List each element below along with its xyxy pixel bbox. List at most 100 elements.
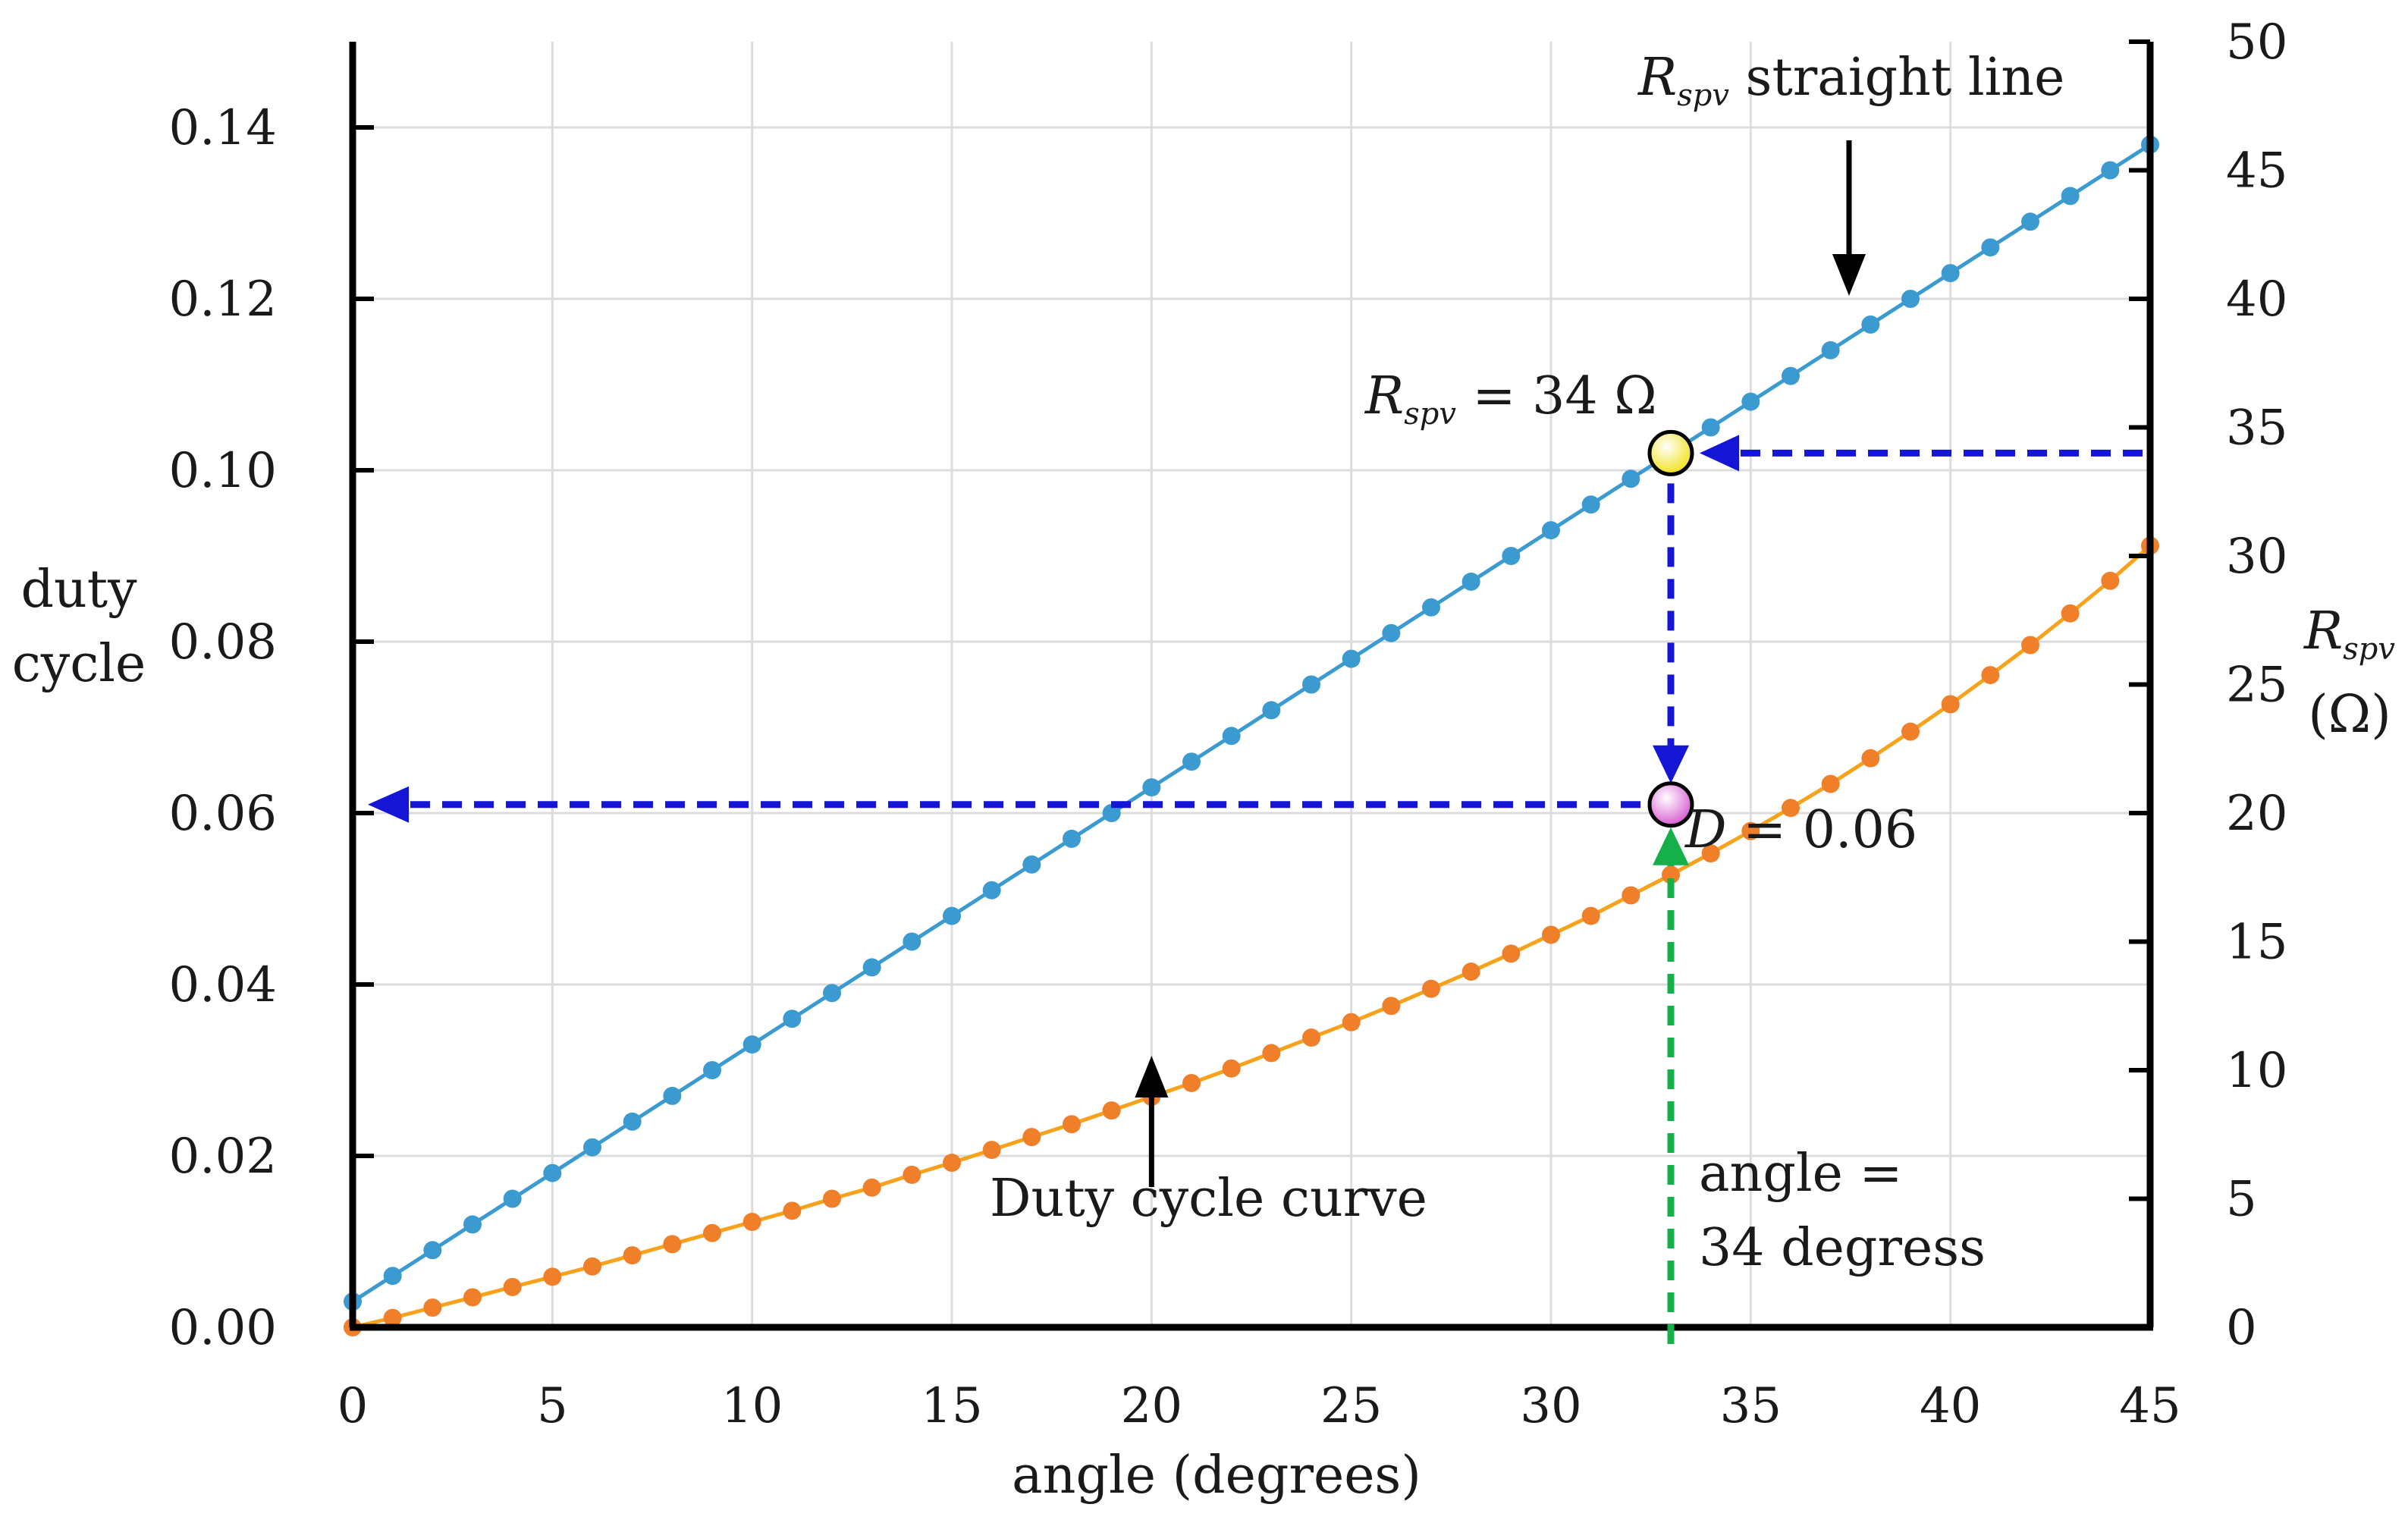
y-tick-label: 0.08 [169,614,278,670]
duty-point [1941,695,1960,714]
rspv-point [1302,675,1320,694]
rspv-point [1502,547,1521,565]
y2-tick-label: 40 [2226,272,2287,328]
x-tick-label: 40 [1920,1378,1981,1434]
duty-point [1022,1128,1041,1147]
blue-arrow-down-head [1653,745,1689,783]
rspv-point [1701,418,1720,437]
rspv-point [1461,572,1480,591]
rspv-point [1142,778,1161,797]
rspv-point [1581,495,1600,514]
annotations [368,140,2143,1344]
duty-point [903,1165,921,1184]
duty-point [1063,1115,1081,1134]
duty-point [1382,997,1401,1016]
angle-label-line1: angle = [1699,1144,1902,1204]
rspv-point [862,958,881,977]
duty-point [1701,844,1720,863]
rspv-point [1861,315,1880,334]
duty-point [783,1201,802,1220]
rspv-point [1182,752,1201,771]
duty-point [1461,962,1480,981]
rspv-point [623,1112,642,1131]
duty-point [1182,1073,1201,1092]
rspv-point [543,1163,562,1182]
gridlines [353,42,2150,1327]
duty-point [583,1257,601,1276]
y2-tick-label: 35 [2226,400,2287,457]
y-tick-label: 0.00 [169,1300,278,1356]
rspv-point [423,1241,442,1260]
duty-point [1782,799,1800,818]
x-tick-label: 0 [337,1378,369,1434]
rspv-point [1542,521,1560,540]
y2-tick-label: 45 [2226,143,2287,199]
y-tick-label: 0.02 [169,1129,278,1185]
tick-labels: 0.00 0.02 0.04 0.06 0.08 0.10 0.12 0.14 0 5 10 15 20… [169,14,2288,1434]
duty-point [1581,906,1600,925]
rspv-point [503,1189,522,1208]
x-tick-label: 20 [1121,1378,1182,1434]
series-line-rspv [351,143,2152,1304]
y2-tick-label: 15 [2226,915,2287,971]
duty-curve-label: Duty cycle curve [990,1169,1427,1229]
rspv-line-label: Rspv straight line [1637,48,2064,113]
angle-label-line2: 34 degress [1699,1218,1986,1278]
duty-point [742,1213,761,1232]
duty-point [1302,1028,1320,1047]
duty-point [1342,1013,1361,1032]
rspv-point [1782,366,1800,385]
rspv-point [583,1138,601,1157]
duty-point [1662,865,1680,884]
blue-arrow-right-head [1700,435,1739,472]
duty-point [2061,604,2080,623]
duty-point [943,1154,961,1173]
y-tick-label: 0.10 [169,443,278,499]
y-axis-label-line1: duty [20,560,137,620]
x-axis-label: angle (degrees) [1012,1446,1421,1506]
duty-value-label: D = 0.06 [1684,800,1917,860]
rspv-pointer-head [1832,254,1866,296]
rspv-point [742,1035,761,1054]
y2-tick-label: 10 [2226,1043,2287,1099]
duty-point [463,1288,482,1307]
y2-tick-label: 5 [2226,1172,2257,1228]
duty-point [1542,925,1560,944]
green-arrow-head [1653,827,1689,865]
duty-point [423,1298,442,1317]
duty-point [982,1141,1001,1160]
duty-point [1502,944,1521,963]
duty-point [1102,1101,1121,1120]
duty-pointer-head [1135,1056,1169,1098]
x-tick-label: 45 [2119,1378,2180,1434]
duty-point [1981,666,2000,685]
axes [349,39,2154,1331]
x-tick-label: 30 [1520,1378,1581,1434]
y2-tick-label: 0 [2226,1300,2257,1356]
rspv-point [1422,598,1440,617]
duty-point [1861,749,1880,768]
x-tick-label: 35 [1720,1378,1782,1434]
series-layer [344,135,2159,1336]
y2-tick-label: 30 [2226,529,2287,585]
rspv-value-label: Rspv = 34 Ω [1364,366,1657,432]
rspv-point [2101,161,2120,180]
y-axis-label-line2: cycle [12,634,146,694]
rspv-point [1981,238,2000,257]
rspv-point [1382,623,1401,642]
rspv-point [663,1086,682,1105]
rspv-point [1821,341,1840,360]
rspv-point [1941,264,1960,283]
duty-point [862,1178,881,1197]
duty-point [2021,636,2039,655]
duty-point [543,1267,562,1286]
duty-point [623,1246,642,1265]
rspv-point [463,1215,482,1234]
duty-point [1741,821,1760,840]
rspv-point [823,984,841,1003]
duty-point [823,1189,841,1208]
blue-arrow-left-head [368,786,409,823]
duty-point [1222,1059,1241,1078]
y-tick-label: 0.12 [169,272,278,328]
rspv-point [2061,187,2080,206]
